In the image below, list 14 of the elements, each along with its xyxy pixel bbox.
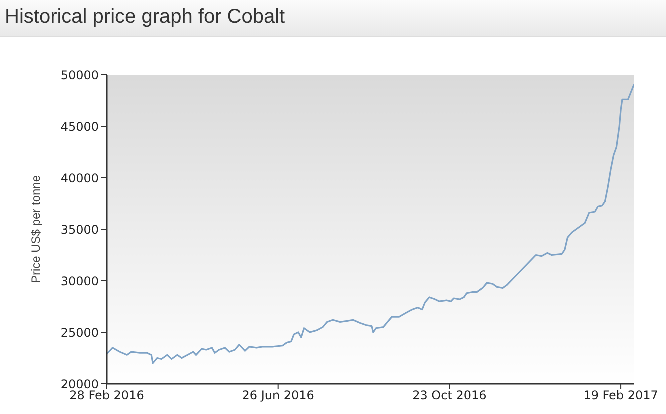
x-tick-label: 19 Feb 2017	[584, 388, 658, 403]
y-tick-label: 35000	[60, 222, 99, 237]
y-tick-label: 25000	[60, 326, 99, 340]
line-series	[107, 84, 634, 364]
y-tick-label: 40000	[60, 171, 99, 186]
x-tick-label: 28 Feb 2016	[70, 388, 144, 403]
y-tick-label: 30000	[60, 274, 99, 288]
y-tick-label: 45000	[60, 120, 99, 134]
y-axis-title: Price US$ per tonne	[29, 175, 44, 284]
chart-title: Historical price graph for Cobalt	[5, 5, 286, 29]
y-tick-label: 50000	[60, 68, 99, 82]
x-tick-label: 26 Jun 2016	[242, 388, 314, 403]
x-tick-label: 23 Oct 2016	[412, 388, 487, 403]
y-tick-label: 20000	[60, 377, 99, 392]
